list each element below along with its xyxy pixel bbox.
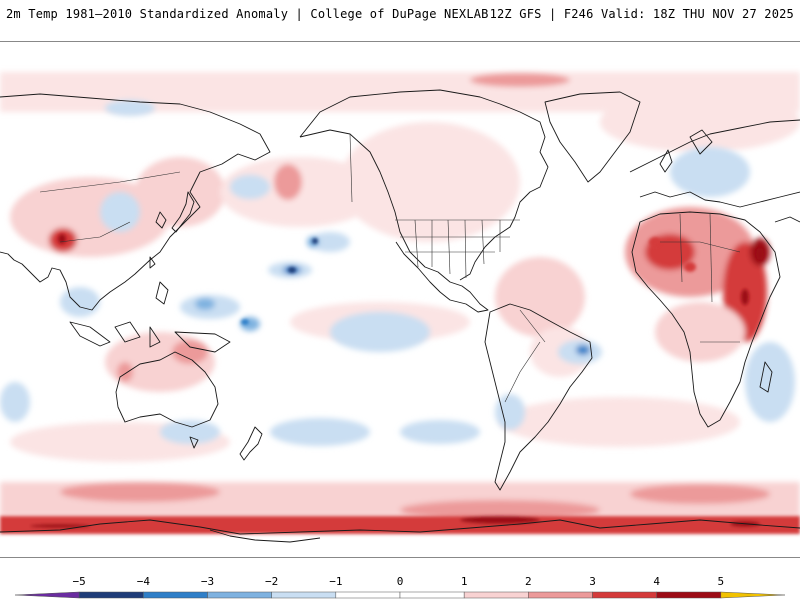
- coastlines: [0, 89, 800, 543]
- intense-anomalies: [0, 234, 800, 534]
- header: 2m Temp 1981–2010 Standardized Anomaly |…: [0, 0, 800, 30]
- colorbar-tick-label: 2: [525, 575, 532, 588]
- colorbar-tick-label: 0: [397, 575, 404, 588]
- colorbar-bin: [207, 591, 272, 599]
- colorbar-tick-label: 4: [653, 575, 660, 588]
- anomaly-map: [0, 41, 800, 558]
- colorbar-bin: [14, 591, 80, 599]
- map-canvas: [0, 42, 800, 557]
- colorbar-bin: [463, 591, 529, 599]
- colorbar-bin: [720, 591, 786, 599]
- colorbar-tick-label: −5: [73, 575, 86, 588]
- colorbar-tick-label: 1: [461, 575, 468, 588]
- product-title: 2m Temp 1981–2010 Standardized Anomaly |…: [6, 7, 489, 21]
- colorbar-tick-label: −1: [329, 575, 342, 588]
- colorbar-svg: −5 −4 −3 −2 −1 0 1 2 3 4 5: [14, 575, 786, 599]
- colorbar-bin: [78, 591, 144, 599]
- colorbar-legend: −5 −4 −3 −2 −1 0 1 2 3 4 5: [0, 570, 800, 600]
- run-info: 12Z GFS | F246 Valid: 18Z THU NOV 27 202…: [489, 7, 794, 21]
- colorbar-tick-label: −3: [201, 575, 214, 588]
- colorbar-tick-label: 5: [718, 575, 725, 588]
- political-borders: [39, 133, 741, 403]
- colorbar-bin: [143, 591, 208, 599]
- colorbar-bin: [528, 591, 593, 599]
- colorbar-bin: [592, 591, 657, 599]
- colorbar-bin: [335, 591, 401, 599]
- colorbar-bin: [271, 591, 337, 599]
- colorbar-bin: [399, 591, 465, 599]
- colorbar-tick-label: −4: [137, 575, 151, 588]
- colorbar-tick-label: 3: [589, 575, 596, 588]
- colorbar-tick-label: −2: [265, 575, 278, 588]
- colorbar-bin: [656, 591, 722, 599]
